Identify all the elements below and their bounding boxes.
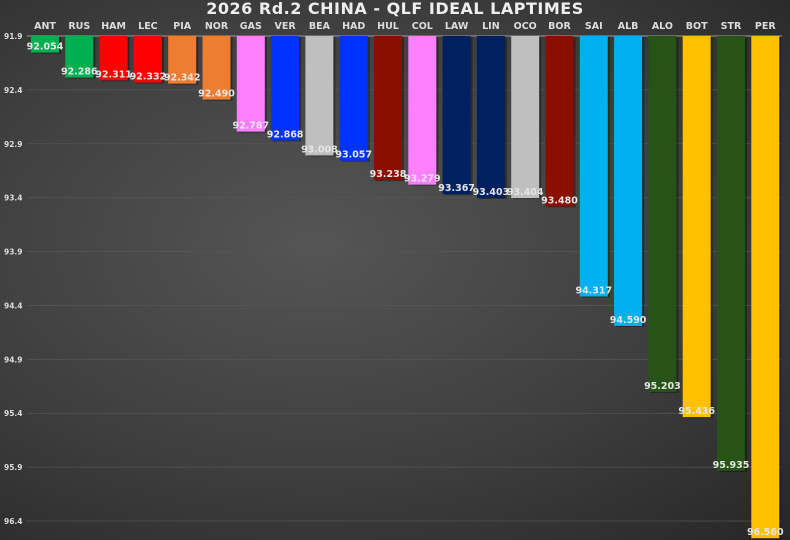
category-label: BOT xyxy=(686,21,708,32)
bar-bea xyxy=(305,36,334,156)
y-tick-label: 93.9 xyxy=(4,248,23,257)
bar-had xyxy=(339,36,368,161)
data-label: 92.490 xyxy=(198,89,235,100)
y-tick-label: 95.9 xyxy=(4,463,23,472)
category-label: PER xyxy=(755,21,776,32)
y-tick-label: 91.9 xyxy=(4,32,23,41)
category-label: HAM xyxy=(101,21,126,32)
bar-bor xyxy=(545,36,574,207)
data-label: 96.560 xyxy=(747,527,784,538)
bar-hul xyxy=(374,36,402,181)
data-label: 93.008 xyxy=(301,144,338,155)
bar-lin xyxy=(476,36,505,198)
data-label: 92.332 xyxy=(130,72,167,83)
bar-ver xyxy=(271,36,300,141)
y-tick-label: 95.4 xyxy=(4,409,23,418)
data-label: 95.436 xyxy=(678,406,715,417)
category-label: STR xyxy=(721,21,742,32)
category-label: ANT xyxy=(34,21,56,32)
data-label: 93.238 xyxy=(370,169,407,180)
data-label: 92.868 xyxy=(267,129,304,140)
bar-law xyxy=(442,36,471,195)
data-label: 93.403 xyxy=(473,187,510,198)
data-label: 93.480 xyxy=(541,195,578,206)
category-label: LAW xyxy=(445,21,469,32)
bar-pia xyxy=(168,36,197,84)
data-label: 92.054 xyxy=(27,42,64,53)
bar-col xyxy=(408,36,437,185)
bar-gas xyxy=(236,36,265,132)
data-label: 94.590 xyxy=(610,315,647,326)
category-label: COL xyxy=(412,21,433,32)
bar-rus xyxy=(65,36,94,78)
bar-ham xyxy=(99,36,128,81)
bar-str xyxy=(717,36,745,471)
y-tick-label: 92.9 xyxy=(4,140,23,149)
y-tick-label: 93.4 xyxy=(4,194,23,203)
bar-lec xyxy=(133,36,162,83)
chart-title: 2026 Rd.2 CHINA - QLF IDEAL LAPTIMES xyxy=(206,0,584,18)
category-label: VER xyxy=(275,21,297,32)
category-label: GAS xyxy=(240,21,262,32)
category-label: NOR xyxy=(205,21,229,32)
category-label: HUL xyxy=(377,21,399,32)
y-tick-label: 92.4 xyxy=(4,86,23,95)
data-label: 92.342 xyxy=(164,73,201,84)
data-label: 92.787 xyxy=(232,121,269,132)
bar-per xyxy=(751,36,780,539)
data-label: 95.203 xyxy=(644,381,681,392)
data-label: 93.404 xyxy=(507,187,544,198)
category-label: BEA xyxy=(309,21,331,32)
data-label: 95.935 xyxy=(713,460,750,471)
category-label: ALB xyxy=(618,21,639,32)
category-label: SAI xyxy=(585,21,603,32)
y-tick-label: 94.9 xyxy=(4,355,23,364)
bar-oco xyxy=(511,36,540,199)
category-label: HAD xyxy=(342,21,365,32)
data-label: 93.057 xyxy=(335,150,372,161)
data-label: 94.317 xyxy=(575,285,612,296)
bar-nor xyxy=(202,36,231,100)
bar-ant xyxy=(31,36,59,53)
y-tick-label: 96.4 xyxy=(4,517,23,526)
category-label: BOR xyxy=(548,21,571,32)
data-label: 93.279 xyxy=(404,174,441,185)
category-label: ALO xyxy=(652,21,673,32)
data-label: 92.286 xyxy=(61,67,98,78)
bar-bot xyxy=(682,36,711,418)
category-label: PIA xyxy=(173,21,191,32)
bar-alb xyxy=(614,36,643,326)
bar-sai xyxy=(579,36,608,297)
category-label: OCO xyxy=(514,21,537,32)
category-label: LEC xyxy=(138,21,158,32)
data-label: 92.311 xyxy=(95,69,132,80)
y-tick-label: 94.4 xyxy=(4,301,23,310)
category-label: RUS xyxy=(68,21,90,32)
category-label: LIN xyxy=(482,21,500,32)
bar-alo xyxy=(648,36,677,392)
data-label: 93.367 xyxy=(438,183,475,194)
